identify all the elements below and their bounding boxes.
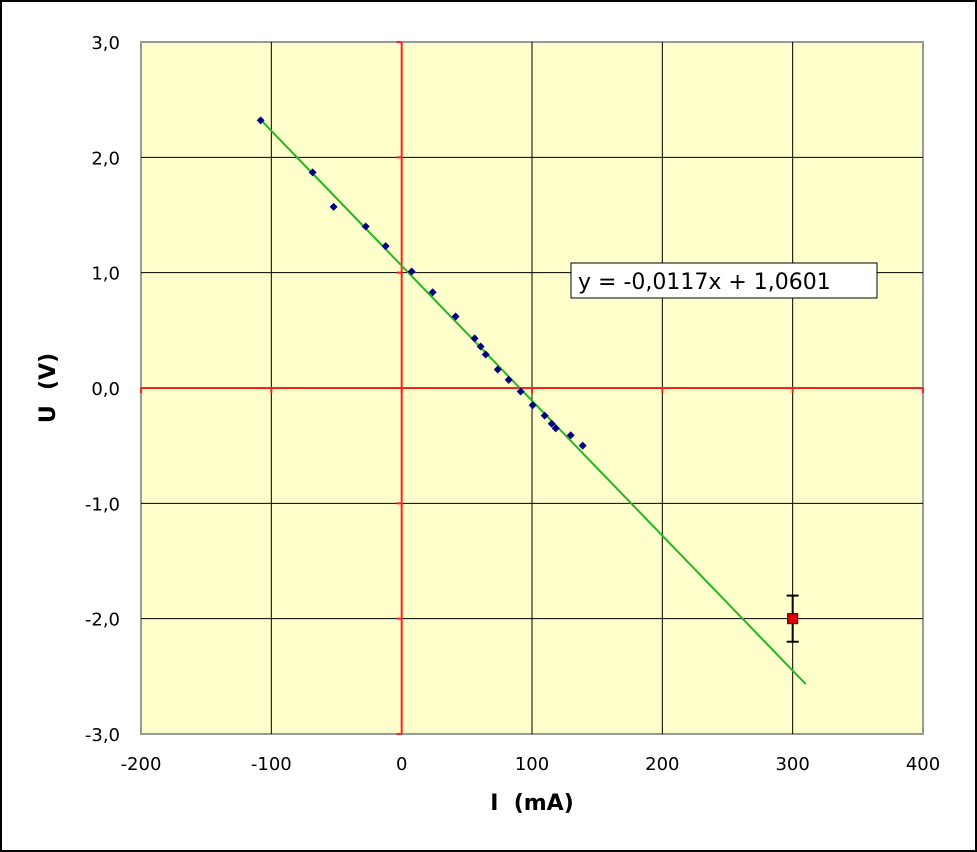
extrapolated-marker: [787, 613, 799, 625]
trendline-equation-box: y = -0,0117x + 1,0601: [570, 262, 878, 299]
x-tick-label: 300: [775, 754, 809, 775]
x-axis-title: I (mA): [490, 791, 574, 816]
y-tick-label: 1,0: [91, 264, 120, 285]
data-point: [493, 365, 502, 374]
x-tick-label: -200: [121, 754, 162, 775]
data-point: [481, 350, 490, 359]
data-point: [308, 168, 317, 177]
data-point: [540, 411, 549, 420]
data-point: [547, 419, 556, 428]
x-tick-label: 100: [515, 754, 549, 775]
data-point: [476, 342, 485, 351]
y-tick-label: -2,0: [85, 610, 120, 631]
data-point: [329, 202, 338, 211]
y-tick-label: 2,0: [91, 148, 120, 169]
x-tick-label: -100: [251, 754, 292, 775]
data-point: [407, 267, 416, 276]
data-point: [381, 242, 390, 251]
x-axis-ticks: -200 -100 0 100 200 300 400: [121, 754, 941, 775]
extrapolated-point: [786, 594, 799, 643]
x-tick-label: 400: [906, 754, 940, 775]
y-tick-label: 0,0: [91, 379, 120, 400]
data-point: [566, 431, 575, 440]
data-point: [428, 288, 437, 297]
y-tick-label: 3,0: [91, 33, 120, 54]
y-axis-title: U (V): [36, 353, 61, 423]
data-point: [528, 401, 537, 410]
data-point: [256, 116, 265, 125]
equation-background: [570, 262, 878, 299]
zero-axes: [140, 41, 924, 735]
trendline-equation: y = -0,0117x + 1,0601: [578, 270, 831, 295]
x-tick-label: 200: [645, 754, 679, 775]
y-axis-ticks: 3,0 2,0 1,0 0,0 -1,0 -2,0 -3,0: [85, 33, 120, 746]
data-point: [470, 334, 479, 343]
data-point: [504, 375, 513, 384]
y-tick-label: -3,0: [85, 725, 120, 746]
x-tick-label: 0: [396, 754, 407, 775]
data-point: [551, 424, 560, 433]
y-tick-label: -1,0: [85, 494, 120, 515]
data-point: [451, 312, 460, 321]
data-points: [256, 116, 587, 450]
data-point: [361, 222, 370, 231]
data-point: [578, 441, 587, 450]
data-point: [516, 387, 525, 396]
